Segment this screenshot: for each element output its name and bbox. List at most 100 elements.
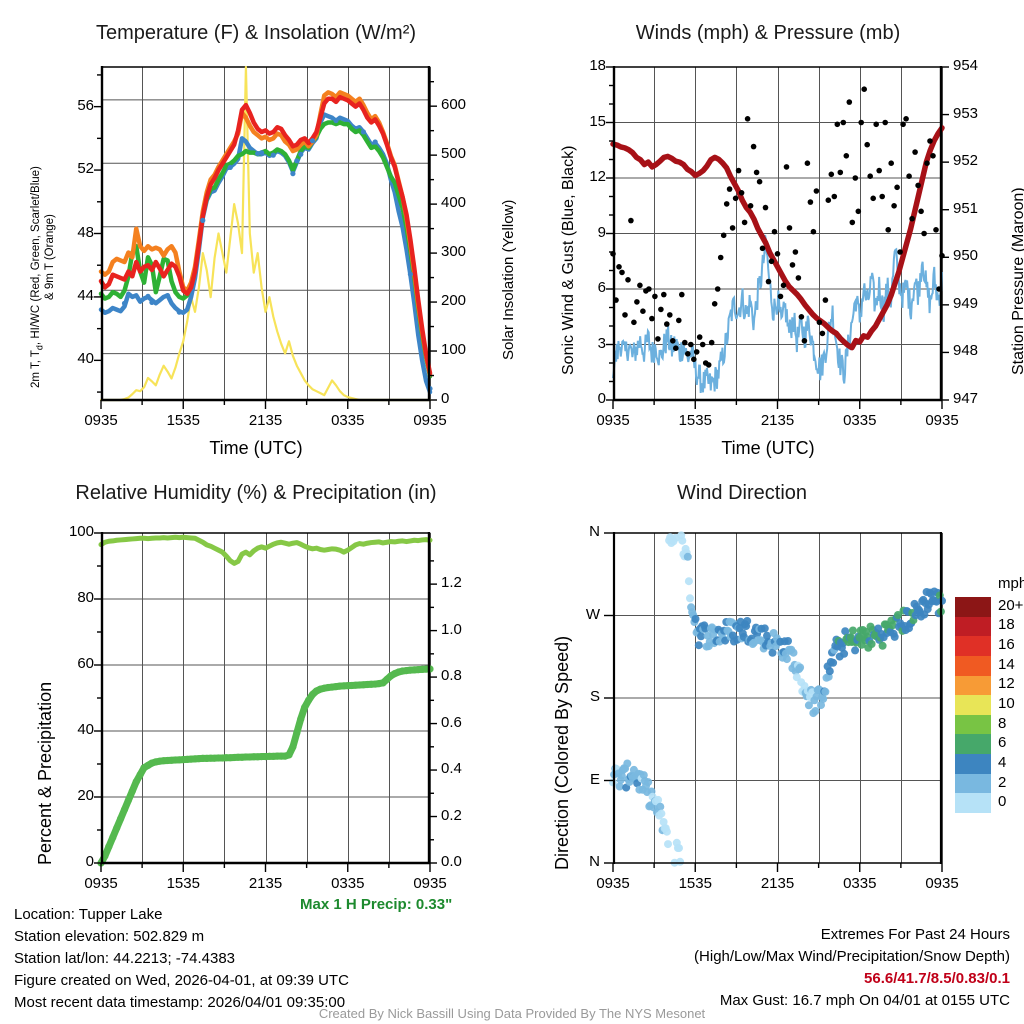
extremes-heading: Extremes For Past 24 Hours	[820, 926, 1010, 943]
colorbar-swatch	[955, 793, 991, 814]
colorbar-swatch	[955, 734, 991, 755]
axis-tick-label: 1.0	[441, 620, 462, 638]
axis-tick-label: 950	[953, 247, 979, 265]
colorbar-label: 6	[998, 734, 1007, 752]
colorbar-swatch	[955, 754, 991, 775]
axis-tick-label: 0935	[413, 875, 447, 892]
station-elevation: Station elevation: 502.829 m	[14, 928, 205, 945]
chart-winds-plot	[606, 66, 949, 409]
colorbar-label: 20+	[998, 596, 1024, 614]
chart-humidity-series	[97, 534, 434, 867]
figure-created: Figure created on Wed, 2026-04-01, at 09…	[14, 972, 349, 989]
axis-tick-label: 500	[441, 145, 467, 163]
chart-humidity: Relative Humidity (%) & Precipitation (i…	[0, 470, 512, 920]
axis-tick-label: 56	[77, 96, 94, 114]
axis-tick-label: 12	[589, 168, 606, 185]
axis-tick-label: 2135	[248, 412, 283, 429]
max-gust: Max Gust: 16.7 mph On 04/01 at 0155 UTC	[719, 992, 1010, 1009]
axis-tick-label: N	[589, 523, 600, 540]
axis-tick-label: 400	[441, 194, 467, 212]
axis-tick-label: S	[589, 688, 600, 705]
axis-tick-label: 2135	[248, 875, 283, 892]
chart-winds-series	[610, 86, 945, 394]
axis-tick-label: 1535	[166, 875, 200, 892]
chart-wind-direction-points	[609, 531, 946, 867]
chart-wind-direction-plot	[604, 531, 946, 872]
colorbar-label: 18	[998, 616, 1015, 634]
max-precip-note: Max 1 H Precip: 0.33"	[300, 896, 453, 913]
colorbar-label: 8	[998, 714, 1007, 732]
axis-tick-label: 0935	[596, 875, 630, 892]
axis-tick-label: 0335	[843, 875, 877, 892]
extremes-subheading: (High/Low/Max Wind/Precipitation/Snow De…	[694, 948, 1010, 965]
axis-tick-label: 9	[597, 223, 606, 241]
axis-tick-label: 0	[85, 853, 94, 870]
chart-humidity-title: Relative Humidity (%) & Precipitation (i…	[75, 482, 437, 504]
chart-winds-xlabel: Time (UTC)	[721, 438, 815, 458]
colorbar-swatch	[955, 597, 991, 618]
axis-tick-label: 1535	[166, 412, 200, 429]
axis-tick-label: 44	[77, 286, 94, 304]
chart-temperature-xlabel: Time (UTC)	[209, 438, 303, 458]
colorbar-label: 0	[998, 793, 1007, 811]
axis-tick-label: 40	[77, 721, 94, 738]
colorbar-swatch	[955, 695, 991, 716]
axis-tick-label: 0	[597, 390, 606, 407]
colorbar-swatch	[955, 773, 991, 794]
axis-tick-label: 0.4	[441, 760, 462, 778]
axis-tick-label: 60	[77, 655, 94, 672]
chart-wind-direction: Wind Direction Direction (Colored By Spe…	[512, 470, 1024, 920]
axis-tick-label: 1.2	[441, 574, 462, 592]
axis-tick-label: 0	[441, 390, 450, 407]
colorbar-swatch	[955, 714, 991, 735]
colorbar-label: 4	[998, 753, 1007, 771]
axis-tick-label: 300	[441, 243, 467, 261]
axis-tick-label: 951	[953, 199, 979, 217]
axis-tick-label: E	[589, 770, 600, 788]
colorbar-title: mph	[998, 575, 1024, 592]
axis-tick-label: W	[585, 605, 600, 623]
axis-tick-label: 949	[953, 294, 979, 312]
colorbar-label: 12	[998, 675, 1015, 693]
chart-temperature-plot	[94, 65, 437, 409]
axis-tick-label: 20	[77, 787, 94, 804]
axis-tick-label: N	[589, 853, 600, 870]
colorbar-swatch	[955, 655, 991, 677]
chart-temperature-series	[98, 65, 433, 402]
colorbar-label: 16	[998, 636, 1015, 654]
colorbar-swatch	[955, 636, 991, 657]
chart-humidity-plot	[94, 532, 437, 872]
axis-tick-label: 0935	[84, 412, 118, 429]
axis-tick-label: 0335	[331, 875, 365, 892]
colorbar-label: 2	[998, 773, 1007, 791]
axis-tick-label: 0.6	[441, 713, 462, 731]
station-latlon: Station lat/lon: 44.2213; -74.4383	[14, 950, 236, 967]
axis-tick-label: 947	[953, 390, 979, 407]
axis-tick-label: 3	[597, 334, 606, 352]
axis-tick-label: 0935	[925, 412, 959, 429]
axis-tick-label: 2135	[760, 875, 795, 892]
axis-tick-label: 0935	[84, 875, 118, 892]
axis-tick-label: 80	[77, 589, 94, 606]
axis-tick-label: 6	[597, 279, 606, 296]
axis-tick-label: 200	[441, 292, 467, 310]
axis-tick-label: 948	[953, 342, 979, 360]
axis-tick-label: 0335	[331, 412, 365, 429]
axis-tick-label: 100	[441, 341, 467, 359]
chart-winds-title: Winds (mph) & Pressure (mb)	[635, 22, 901, 44]
axis-tick-label: 0.8	[441, 667, 462, 685]
axis-tick-label: 18	[589, 57, 606, 74]
recent-timestamp: Most recent data timestamp: 2026/04/01 0…	[14, 994, 346, 1011]
axis-tick-label: 100	[68, 523, 94, 540]
axis-tick-label: 0935	[596, 412, 630, 429]
extremes-values: 56.6/41.7/8.5/0.83/0.1	[864, 970, 1010, 987]
axis-tick-label: 0335	[843, 412, 877, 429]
station-location: Location: Tupper Lake	[14, 906, 163, 923]
axis-tick-label: 0.2	[441, 806, 462, 824]
colorbar-swatch	[955, 675, 991, 696]
colorbar-label: 14	[998, 655, 1015, 673]
axis-tick-label: 0935	[925, 875, 959, 892]
axis-tick-label: 52	[77, 160, 94, 178]
axis-tick-label: 0935	[413, 412, 447, 429]
figure-credit: Created By Nick Bassill Using Data Provi…	[318, 1006, 706, 1021]
